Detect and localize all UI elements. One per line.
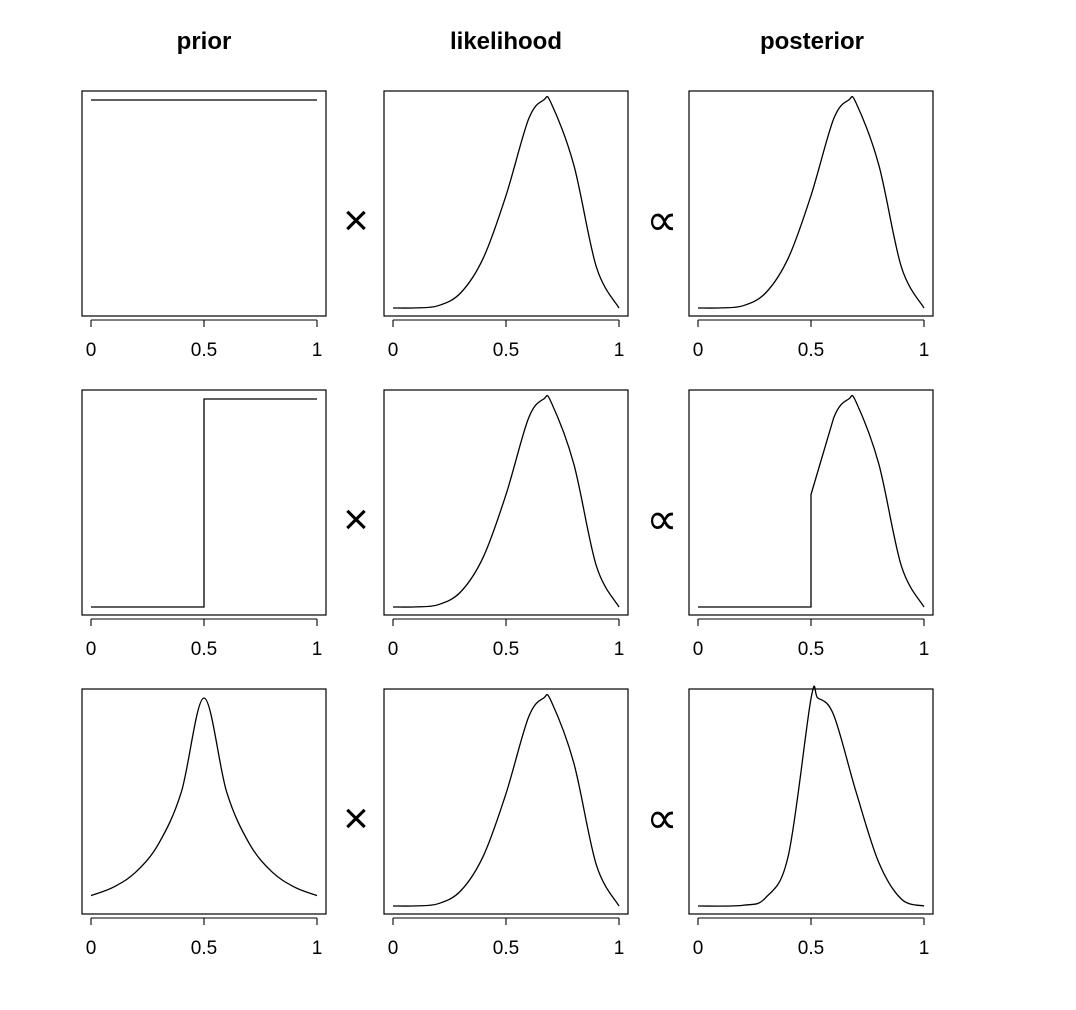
panel-row2-posterior-x-tick-label: 0.5 (798, 639, 824, 660)
panel-row3-likelihood-x-tick-label: 0.5 (493, 938, 519, 959)
panel-row2-prior-density-curve (91, 398, 317, 608)
panel-row3-likelihood-x-tick-label: 1 (614, 938, 625, 959)
panel-row3-likelihood-x-tick-label: 0 (388, 938, 399, 959)
panel-row3-prior-x-tick-label: 0.5 (191, 938, 217, 959)
multiply-symbol-row1: × (343, 196, 369, 245)
panel-row3-posterior-frame (688, 688, 934, 915)
panel-row2-prior-x-tick-label: 0 (86, 639, 97, 660)
multiply-symbol-row2: × (343, 495, 369, 544)
panel-row1-prior-frame (81, 90, 327, 317)
column-title-posterior: posterior (760, 28, 864, 55)
column-title-likelihood: likelihood (450, 28, 562, 55)
panel-row2-prior: 0 0.5 1 (81, 389, 327, 660)
panel-row3-posterior-x-tick-label: 1 (919, 938, 930, 959)
proportional-symbol-row3: ∝ (646, 794, 677, 843)
panel-row3-likelihood-frame (383, 688, 629, 915)
panel-row3-likelihood: 0 0.5 1 (383, 688, 629, 959)
panel-row1-likelihood-x-tick-label: 0 (388, 340, 399, 361)
panel-row1-likelihood-x-tick-label: 1 (614, 340, 625, 361)
panel-row2-likelihood-x-tick-label: 0.5 (493, 639, 519, 660)
panel-row1-posterior-density-curve (697, 95, 925, 309)
panel-row3-prior-x-tick-label: 0 (86, 938, 97, 959)
panel-row3-prior-x-tick-label: 1 (312, 938, 323, 959)
panel-row1-prior-x-tick-label: 0 (86, 340, 97, 361)
panel-grid: 0 0.5 1 0 0.5 1 0 0.5 10 0.5 1 0 0.5 1 0 0.5 10 0.5 1 0 0.5 1… (81, 90, 934, 959)
proportional-symbol-row1: ∝ (646, 196, 677, 245)
panel-row3-prior: 0 0.5 1 (81, 688, 327, 959)
panel-row3-prior-density-curve (90, 697, 318, 897)
panel-row1-prior-x-tick-label: 0.5 (191, 340, 217, 361)
panel-row2-posterior-x-tick-label: 1 (919, 639, 930, 660)
column-title-prior: prior (177, 28, 232, 55)
panel-row2-likelihood-frame (383, 389, 629, 616)
panel-row1-posterior-x-tick-label: 0 (693, 340, 704, 361)
panel-row3-prior-frame (81, 688, 327, 915)
panel-row3-posterior-x-tick-label: 0.5 (798, 938, 824, 959)
panel-row1-posterior-x-tick-label: 1 (919, 340, 930, 361)
operator-symbols: × ∝ × ∝ × ∝ (343, 196, 678, 843)
panel-row3-likelihood-density-curve (392, 693, 620, 907)
panel-row2-likelihood-density-curve (392, 394, 620, 608)
panel-row2-posterior: 0 0.5 1 (688, 389, 934, 660)
panel-row2-likelihood-x-tick-label: 0 (388, 639, 399, 660)
panel-row1-likelihood: 0 0.5 1 (383, 90, 629, 361)
panel-row1-likelihood-frame (383, 90, 629, 317)
proportional-symbol-row2: ∝ (646, 495, 677, 544)
panel-row2-likelihood: 0 0.5 1 (383, 389, 629, 660)
panel-row1-posterior-x-tick-label: 0.5 (798, 340, 824, 361)
multiply-symbol-row3: × (343, 794, 369, 843)
panel-row1-likelihood-density-curve (392, 95, 620, 309)
panel-row2-prior-frame (81, 389, 327, 616)
panel-row2-likelihood-x-tick-label: 1 (614, 639, 625, 660)
panel-row1-posterior-frame (688, 90, 934, 317)
panel-row3-posterior-x-tick-label: 0 (693, 938, 704, 959)
panel-row1-prior-x-tick-label: 1 (312, 340, 323, 361)
panel-row2-prior-x-tick-label: 1 (312, 639, 323, 660)
panel-row1-likelihood-x-tick-label: 0.5 (493, 340, 519, 361)
panel-row2-posterior-density-curve (698, 394, 925, 608)
panel-row3-posterior: 0 0.5 1 (688, 685, 934, 959)
panel-row3-posterior-density-curve (697, 685, 925, 907)
panel-row1-posterior: 0 0.5 1 (688, 90, 934, 361)
panel-row1-prior: 0 0.5 1 (81, 90, 327, 361)
panel-row2-prior-x-tick-label: 0.5 (191, 639, 217, 660)
panel-row2-posterior-x-tick-label: 0 (693, 639, 704, 660)
panel-row2-posterior-frame (688, 389, 934, 616)
